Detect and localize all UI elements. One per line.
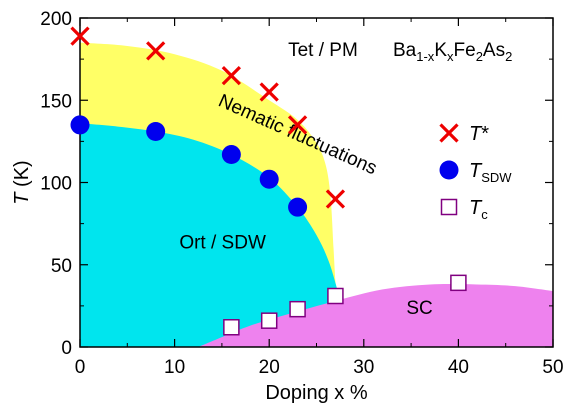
y-tick-label: 100 bbox=[40, 174, 72, 195]
point-circle-4 bbox=[288, 197, 308, 217]
legend-marker-square bbox=[440, 198, 458, 216]
point-circle-2 bbox=[221, 145, 241, 165]
region-label-sc: SC bbox=[406, 298, 432, 319]
y-tick-label: 50 bbox=[51, 256, 72, 277]
point-square-3 bbox=[327, 287, 344, 305]
point-x-1 bbox=[146, 41, 166, 61]
region-ort-sdw bbox=[80, 123, 338, 347]
point-circle-0 bbox=[70, 115, 90, 135]
point-x-3 bbox=[259, 82, 279, 102]
legend-entry-0: T* bbox=[469, 123, 489, 145]
point-x-4 bbox=[287, 115, 308, 135]
legend-marker-x bbox=[439, 123, 459, 143]
legend-marker-circle bbox=[439, 160, 459, 180]
point-circle-3 bbox=[259, 169, 279, 189]
region-label-ort-sdw: Ort / SDW bbox=[179, 232, 266, 253]
point-circle-1 bbox=[146, 122, 166, 142]
region-label-tet-pm: Tet / PM bbox=[288, 40, 358, 61]
point-square-1 bbox=[260, 312, 278, 329]
region-sc bbox=[198, 284, 553, 347]
x-tick-label: 0 bbox=[75, 357, 86, 378]
axis-ticks: 0 10 20 30 40 50 0 50 100 150 200 bbox=[40, 9, 563, 378]
legend-entry-2: Tc bbox=[469, 197, 488, 222]
data-markers bbox=[70, 26, 467, 336]
x-tick-label: 40 bbox=[448, 357, 469, 378]
point-x-5 bbox=[325, 189, 346, 209]
y-tick-label: 150 bbox=[40, 91, 72, 112]
y-tick-label: 200 bbox=[40, 9, 72, 30]
point-x-2 bbox=[221, 65, 241, 86]
legend: T* TSDW Tc bbox=[439, 123, 512, 222]
y-axis-label: T (K) bbox=[11, 160, 33, 204]
x-tick-label: 10 bbox=[164, 357, 185, 378]
point-square-4 bbox=[450, 274, 467, 292]
x-tick-label: 30 bbox=[353, 357, 374, 378]
x-tick-label: 50 bbox=[542, 357, 563, 378]
point-square-0 bbox=[223, 319, 240, 336]
x-axis-label: Doping x % bbox=[265, 382, 367, 404]
point-square-2 bbox=[289, 300, 306, 318]
legend-entry-1: TSDW bbox=[469, 160, 512, 185]
point-x-0 bbox=[70, 26, 90, 46]
y-tick-label: 0 bbox=[61, 338, 72, 359]
chemical-formula: Ba1-x​Kx​Fe2​As2​ bbox=[393, 40, 512, 64]
x-tick-label: 20 bbox=[259, 357, 280, 378]
